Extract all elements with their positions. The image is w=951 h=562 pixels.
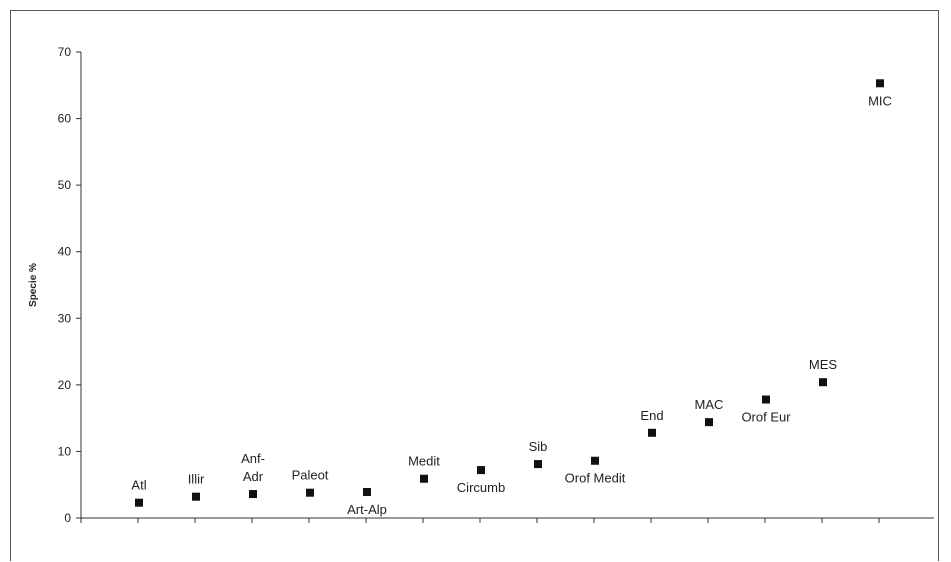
data-point-art-alp xyxy=(363,488,371,497)
point-label-line: Orof Medit xyxy=(565,471,626,486)
point-label-line: Adr xyxy=(243,469,264,484)
point-label: Atl xyxy=(131,478,146,493)
point-label: Orof Medit xyxy=(565,471,626,486)
point-label-line: Medit xyxy=(408,454,440,469)
data-point-mes xyxy=(819,378,827,387)
point-label: MES xyxy=(809,357,838,372)
point-label: Medit xyxy=(408,454,440,469)
y-tick-label: 50 xyxy=(58,178,72,192)
point-label-line: Sib xyxy=(529,439,548,454)
data-point-sib xyxy=(534,460,542,469)
point-label-line: MAC xyxy=(695,397,724,412)
y-axis: 0 10 20 30 40 50 60 70 xyxy=(58,45,82,525)
point-label-line: Anf- xyxy=(241,451,265,466)
chart-frame xyxy=(10,10,939,561)
point-label: End xyxy=(640,408,663,423)
data-point-labels: Atl Illir Anf- Adr Paleot Art-Alp Medit Circumb… xyxy=(131,93,892,517)
point-label-line: Circumb xyxy=(457,480,505,495)
data-point-illir xyxy=(192,492,200,501)
point-label: Sib xyxy=(529,439,548,454)
data-point-mic xyxy=(876,79,884,88)
data-point-atl xyxy=(135,498,143,507)
y-tick-label: 70 xyxy=(58,45,72,59)
point-label: MIC xyxy=(868,93,892,108)
point-label-line: MIC xyxy=(868,93,892,108)
point-label: Circumb xyxy=(457,480,505,495)
y-tick-label: 20 xyxy=(58,378,72,392)
point-label: Art-Alp xyxy=(347,502,387,517)
data-point-paleot xyxy=(306,488,314,497)
point-label-line: Atl xyxy=(131,478,146,493)
data-point-medit xyxy=(420,474,428,483)
data-point-end xyxy=(648,428,656,437)
x-axis xyxy=(80,517,934,523)
point-label: Orof Eur xyxy=(741,410,791,425)
y-tick-label: 30 xyxy=(58,311,72,325)
y-tick-label: 0 xyxy=(64,511,71,525)
data-points xyxy=(135,79,884,507)
point-label: MAC xyxy=(695,397,724,412)
point-label: Paleot xyxy=(292,468,329,483)
point-label-line: Orof Eur xyxy=(741,410,791,425)
data-point-anf-adr xyxy=(249,490,257,499)
data-point-orof-eur xyxy=(762,395,770,404)
point-label-line: Illir xyxy=(188,472,205,487)
data-point-mac xyxy=(705,418,713,427)
point-label-line: MES xyxy=(809,357,838,372)
point-label-line: Paleot xyxy=(292,468,329,483)
y-tick-label: 10 xyxy=(58,444,72,458)
point-label: Anf- Adr xyxy=(241,451,265,484)
point-label-line: Art-Alp xyxy=(347,502,387,517)
point-label-line: End xyxy=(640,408,663,423)
y-tick-label: 40 xyxy=(58,245,72,259)
point-label: Illir xyxy=(188,472,205,487)
data-point-circumb xyxy=(477,466,485,475)
y-tick-label: 60 xyxy=(58,112,72,126)
data-point-orof-medit xyxy=(591,456,599,465)
y-axis-label: Specie % xyxy=(28,263,39,307)
